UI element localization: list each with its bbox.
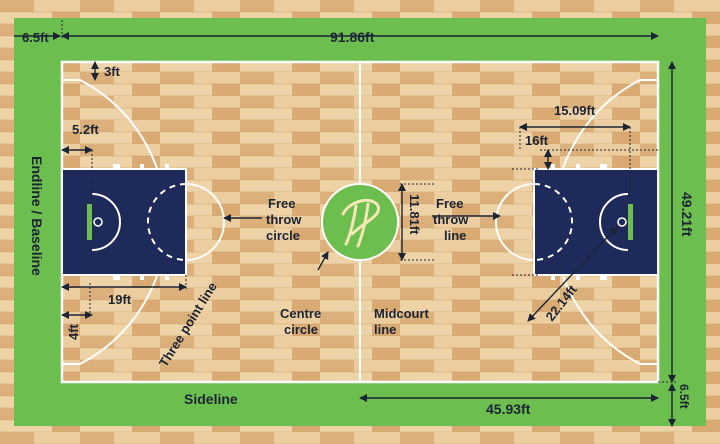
restricted-arc-left	[91, 193, 121, 251]
free-throw-circle-left-outer	[185, 183, 225, 261]
free-throw-circle-right-outer	[495, 183, 535, 261]
centre-circle	[321, 183, 399, 261]
endline-label: Endline / Baseline	[29, 156, 45, 276]
ring-right	[617, 217, 627, 227]
free-throw-circle-label-1: Free	[268, 196, 295, 211]
court-length-label: 91.86ft	[330, 29, 375, 45]
surround-width-label: 6.5ft	[22, 30, 49, 45]
half-court-label: 45.93ft	[486, 401, 531, 417]
court-width-label: 49.21ft	[679, 192, 695, 237]
corner-three-label: 3ft	[104, 64, 121, 79]
backboard-right	[628, 204, 633, 240]
free-throw-circle-label-3: circle	[266, 228, 300, 243]
key-left	[61, 168, 187, 276]
free-throw-circle-left-inner	[147, 183, 187, 261]
three-point-distance-label: 15.09ft	[554, 103, 596, 118]
centre-circle-label-1: Centre	[280, 306, 321, 321]
free-throw-line-label-1: Free	[436, 196, 463, 211]
club-logo	[341, 198, 381, 248]
key-right	[533, 168, 659, 276]
key-length-label: 19ft	[108, 292, 132, 307]
centre-circle-diameter-label: 11.81ft	[407, 194, 422, 235]
key-width-label: 16ft	[525, 133, 549, 148]
free-throw-circle-label-2: throw	[266, 212, 302, 227]
surround-width-bottom-label: 6.5ft	[677, 384, 691, 409]
midcourt-label-2: line	[374, 322, 396, 337]
post-offset-label: 5.2ft	[72, 122, 99, 137]
free-throw-line-label-2: throw	[433, 212, 469, 227]
sideline-label: Sideline	[184, 391, 238, 407]
backboard-left	[87, 204, 92, 240]
ring-offset-label: 4ft	[66, 323, 81, 340]
centre-circle-label-2: circle	[284, 322, 318, 337]
ring-left	[93, 217, 103, 227]
midcourt-label-1: Midcourt	[374, 306, 430, 321]
free-throw-line-label-3: line	[444, 228, 466, 243]
